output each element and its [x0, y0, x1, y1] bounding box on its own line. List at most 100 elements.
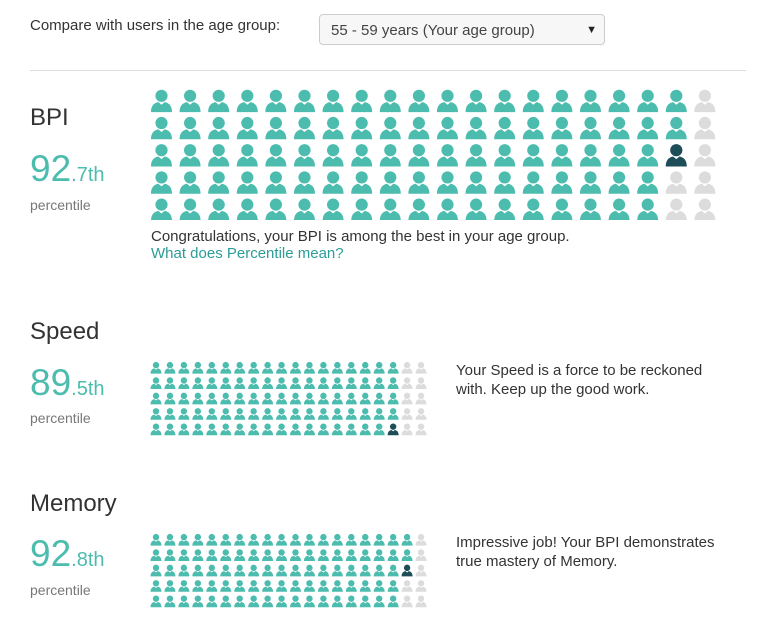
person-icon	[437, 116, 458, 140]
person-icon	[206, 361, 218, 374]
person-icon	[345, 408, 357, 420]
person-icon	[220, 361, 232, 374]
person-icon	[322, 116, 344, 140]
person-icon	[415, 595, 427, 608]
person-icon	[206, 392, 218, 405]
person-icon	[387, 361, 399, 374]
person-icon	[220, 580, 232, 592]
person-icon	[345, 361, 357, 374]
person-icon	[373, 423, 385, 436]
percentile-value: 92.8th	[30, 533, 105, 575]
person-icon	[401, 408, 413, 420]
person-icon	[234, 408, 246, 420]
percentile-help-link[interactable]: What does Percentile mean?	[151, 245, 344, 262]
person-icon	[276, 408, 288, 420]
person-icon	[345, 595, 357, 608]
person-icon	[465, 116, 487, 140]
person-icon	[359, 595, 371, 608]
age-group-select[interactable]: 55 - 59 years (Your age group) ▼	[319, 14, 605, 45]
person-icon	[608, 144, 630, 167]
percentile-frac: .5th	[71, 378, 105, 400]
person-icon	[303, 377, 315, 389]
person-icon	[322, 89, 344, 113]
person-icon	[178, 549, 190, 561]
person-icon	[220, 595, 232, 608]
person-icon	[206, 533, 218, 546]
person-icon	[236, 171, 258, 194]
person-icon	[178, 580, 190, 592]
person-icon	[408, 144, 430, 167]
person-icon	[206, 595, 218, 608]
person-icon	[637, 116, 659, 140]
person-icon	[415, 580, 427, 592]
person-icon	[192, 533, 204, 546]
person-icon	[178, 377, 190, 389]
person-icon	[694, 116, 716, 140]
person-icon	[665, 89, 687, 113]
person-icon	[401, 595, 413, 608]
person-icon	[401, 361, 413, 374]
person-icon	[150, 408, 162, 420]
person-icon	[379, 171, 401, 194]
person-icon	[276, 377, 288, 389]
person-icon	[373, 361, 385, 374]
person-icon	[345, 549, 357, 561]
person-icon	[192, 580, 204, 592]
person-icon	[608, 198, 630, 220]
person-icon	[248, 423, 260, 436]
person-icon	[178, 392, 190, 405]
person-icon	[331, 361, 343, 374]
person-icon	[151, 144, 172, 167]
person-icon	[220, 564, 232, 577]
person-icon	[401, 392, 413, 405]
person-icon	[164, 361, 176, 374]
person-icon	[551, 89, 573, 113]
person-icon	[234, 361, 246, 374]
person-icon	[665, 198, 687, 220]
person-icon	[345, 564, 357, 577]
person-icon	[262, 533, 274, 546]
person-icon	[178, 361, 190, 374]
person-icon	[164, 423, 176, 436]
person-icon	[265, 144, 287, 167]
person-icon	[276, 595, 288, 608]
age-group-label: Compare with users in the age group:	[30, 17, 281, 34]
person-icon	[248, 392, 260, 405]
person-icon	[206, 408, 218, 420]
person-icon	[303, 408, 315, 420]
person-icon	[234, 377, 246, 389]
person-icon	[331, 564, 343, 577]
person-icon	[359, 392, 371, 405]
person-icon	[236, 89, 258, 113]
person-icon	[208, 198, 230, 220]
person-icon	[236, 144, 258, 167]
person-icon	[331, 533, 343, 546]
person-icon	[317, 595, 329, 608]
person-icon	[317, 564, 329, 577]
person-icon	[248, 533, 260, 546]
person-icon	[294, 89, 315, 113]
person-icon	[206, 377, 218, 389]
person-icon	[317, 423, 329, 436]
person-icon	[192, 377, 204, 389]
percentile-label: percentile	[30, 582, 91, 598]
person-icon	[331, 392, 343, 405]
person-icon	[248, 564, 260, 577]
person-icon	[178, 533, 190, 546]
user-icon	[401, 564, 413, 577]
person-icon	[408, 116, 430, 140]
person-icon	[276, 580, 288, 592]
message: Congratulations, your BPI is among the b…	[151, 228, 570, 245]
person-icon	[303, 392, 315, 405]
person-icon	[276, 533, 288, 546]
person-icon	[522, 89, 544, 113]
person-icon	[178, 423, 190, 436]
person-icon	[220, 377, 232, 389]
person-icon	[179, 89, 201, 113]
person-icon	[234, 423, 246, 436]
person-icon	[179, 116, 201, 140]
person-icon	[234, 564, 246, 577]
select-value: 55 - 59 years (Your age group)	[331, 22, 535, 39]
person-icon	[234, 533, 246, 546]
person-icon	[220, 533, 232, 546]
